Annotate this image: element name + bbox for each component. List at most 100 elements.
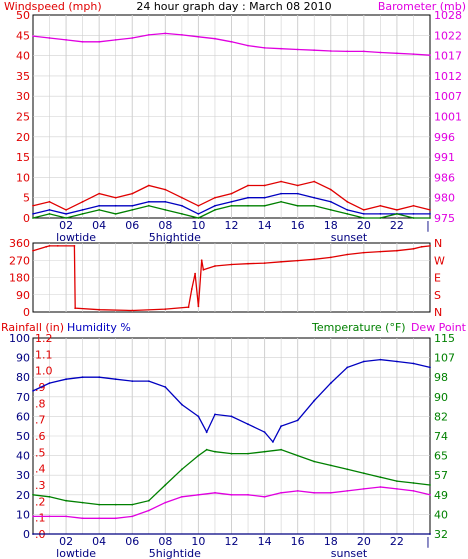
left-tick-label: 70 bbox=[16, 391, 30, 404]
data-point-blue bbox=[313, 196, 316, 199]
data-point-green bbox=[147, 499, 150, 502]
time-tick-label: 12 bbox=[225, 535, 239, 548]
data-point-red bbox=[197, 305, 200, 308]
data-point-magenta bbox=[214, 491, 216, 494]
right-tick-label: 980 bbox=[434, 192, 455, 205]
data-point-magenta bbox=[396, 52, 398, 55]
data-point-blue bbox=[98, 376, 101, 379]
data-point-magenta bbox=[164, 501, 167, 504]
data-point-blue bbox=[164, 386, 167, 388]
time-tick-label: 10 bbox=[191, 219, 205, 232]
data-point-green bbox=[32, 493, 34, 496]
data-point-green bbox=[48, 495, 51, 498]
data-point-red bbox=[362, 209, 365, 211]
data-point-green bbox=[429, 217, 431, 219]
data-point-green bbox=[114, 503, 117, 506]
wind-series bbox=[32, 32, 431, 219]
data-point-green bbox=[65, 499, 67, 502]
temperature-axis-label: Temperature (°F) bbox=[311, 321, 406, 334]
data-point-magenta bbox=[329, 491, 332, 494]
data-point-green bbox=[379, 217, 382, 219]
data-point-red bbox=[32, 249, 34, 252]
data-point-magenta bbox=[81, 517, 84, 520]
wind-time-ticks: 02 04 06 08 10 12 14 16 18 20 22 | bbox=[59, 219, 430, 232]
data-point-red bbox=[147, 184, 150, 187]
data-point-blue bbox=[147, 380, 150, 382]
data-point-green bbox=[329, 209, 332, 211]
time-tick-label: 20 bbox=[357, 535, 371, 548]
data-point-green bbox=[362, 217, 365, 219]
data-point-green bbox=[280, 448, 282, 451]
left-tick-label: 30 bbox=[16, 90, 30, 103]
data-point-green bbox=[164, 209, 167, 211]
time-tick-label: 06 bbox=[125, 219, 139, 232]
rainfall-tick-label: .5 bbox=[35, 446, 46, 459]
right-tick-label: 57 bbox=[434, 469, 448, 482]
data-point-red bbox=[98, 308, 101, 311]
data-point-red bbox=[379, 250, 382, 253]
time-tick-label: 12 bbox=[225, 219, 239, 232]
data-point-red bbox=[190, 288, 193, 290]
data-point-blue bbox=[147, 200, 150, 203]
data-point-blue bbox=[205, 431, 208, 433]
time-tick-label: 14 bbox=[258, 535, 272, 548]
left-tick-label: 5 bbox=[23, 192, 30, 205]
data-point-magenta bbox=[147, 34, 150, 36]
right-tick-label: 49 bbox=[434, 489, 448, 502]
data-point-red bbox=[247, 184, 249, 187]
left-tick-label: 50 bbox=[16, 430, 30, 443]
right-tick-label: 115 bbox=[434, 332, 455, 345]
data-point-green bbox=[230, 204, 233, 207]
data-point-green bbox=[263, 204, 266, 207]
rainfall-tick-label: .6 bbox=[35, 430, 46, 443]
data-point-green bbox=[81, 501, 84, 504]
left-tick-label: 0 bbox=[23, 212, 30, 225]
data-point-red bbox=[329, 188, 332, 191]
right-tick-label: S bbox=[434, 289, 441, 302]
data-point-navy bbox=[429, 533, 431, 535]
right-tick-label: 1007 bbox=[434, 90, 462, 103]
data-point-green bbox=[131, 209, 134, 211]
data-point-magenta bbox=[346, 490, 349, 492]
data-point-navy bbox=[32, 533, 34, 535]
data-point-blue bbox=[329, 382, 332, 384]
left-tick-label: 30 bbox=[16, 469, 30, 482]
data-point-red bbox=[131, 192, 134, 195]
data-point-magenta bbox=[329, 50, 332, 52]
time-tick-label: 06 bbox=[125, 535, 139, 548]
data-point-red bbox=[313, 180, 316, 183]
data-point-magenta bbox=[280, 491, 282, 494]
data-point-blue bbox=[429, 213, 431, 215]
time-tick-label: 04 bbox=[92, 535, 106, 548]
direction-series bbox=[32, 245, 431, 312]
data-point-blue bbox=[296, 192, 299, 195]
data-point-red bbox=[412, 247, 415, 250]
series-line-green bbox=[32, 448, 431, 506]
right-tick-label: 996 bbox=[434, 131, 455, 144]
data-point-blue bbox=[65, 213, 67, 215]
right-tick-label: E bbox=[434, 272, 441, 285]
data-point-blue bbox=[280, 192, 282, 195]
time-tick-label: 08 bbox=[158, 535, 172, 548]
data-point-magenta bbox=[32, 515, 34, 518]
data-point-green bbox=[412, 217, 415, 219]
data-point-blue bbox=[346, 209, 349, 211]
left-tick-label: 100 bbox=[9, 332, 30, 345]
data-point-red bbox=[263, 262, 266, 264]
right-tick-label: 40 bbox=[434, 508, 448, 521]
data-point-red bbox=[32, 204, 34, 207]
right-tick-label: 1001 bbox=[434, 111, 462, 124]
data-point-blue bbox=[263, 431, 266, 433]
right-tick-label: 98 bbox=[434, 371, 448, 384]
humidity-time-ticks: 02 04 06 08 10 12 14 16 18 20 22 | bbox=[59, 535, 430, 548]
data-point-magenta bbox=[32, 35, 34, 37]
left-tick-label: 20 bbox=[16, 489, 30, 502]
data-point-green bbox=[65, 217, 67, 219]
wind-tide-events: lowtide 5hightide sunset bbox=[56, 231, 368, 244]
right-tick-label: 32 bbox=[434, 528, 448, 541]
data-point-green bbox=[247, 452, 249, 455]
data-point-blue bbox=[396, 360, 398, 363]
rainfall-tick-label: 1.2 bbox=[35, 332, 53, 345]
data-point-red bbox=[81, 200, 84, 203]
